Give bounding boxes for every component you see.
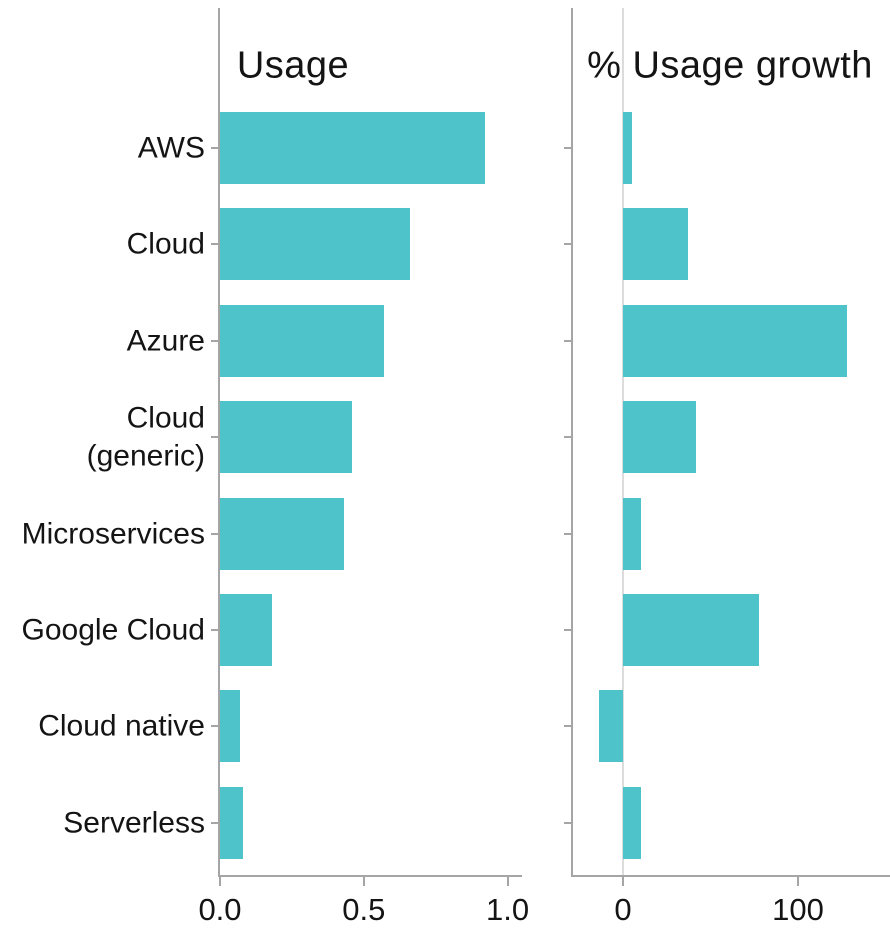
category-tick (564, 147, 572, 149)
bar--usage-growth-azure (623, 304, 847, 377)
x-axis-tick-label: 0.5 (342, 892, 386, 927)
x-axis-tick (622, 876, 625, 886)
x-axis-tick-label: 0 (614, 892, 632, 927)
bar--usage-growth-cloud (623, 208, 688, 281)
bar-usage-aws (220, 112, 485, 184)
x-axis-tick (362, 876, 365, 886)
bar-usage-cloud-native (220, 690, 241, 763)
category-label: Azure (126, 324, 205, 358)
bar-usage-azure (220, 304, 384, 377)
left-panel-y-axis-spine (218, 8, 220, 875)
category-tick (211, 725, 219, 728)
category-tick (564, 532, 572, 535)
x-axis-tick (506, 876, 509, 886)
category-tick (211, 147, 219, 149)
x-axis-tick (796, 876, 799, 886)
category-tick (211, 821, 219, 824)
category-label: Cloud (126, 227, 205, 261)
category-tick (564, 821, 572, 824)
bar--usage-growth-microservices (623, 497, 641, 570)
category-tick (564, 629, 572, 631)
right-panel-title: % Usage growth (587, 44, 873, 87)
category-tick (564, 725, 572, 728)
category-tick (564, 243, 572, 246)
category-label: Microservices (21, 516, 205, 550)
category-label: Cloud (generic) (86, 401, 205, 473)
category-tick (211, 629, 219, 631)
bar-usage-google-cloud (220, 594, 272, 666)
right-panel-zero-gridline (622, 8, 624, 875)
x-axis-tick-label: 1.0 (486, 892, 530, 927)
bar-usage-cloud (220, 208, 410, 281)
category-tick (564, 436, 572, 439)
bar--usage-growth-google-cloud (623, 594, 760, 666)
category-tick (211, 243, 219, 246)
category-label: Cloud native (38, 709, 205, 743)
right-panel-x-axis-line (571, 875, 890, 877)
left-panel-title: Usage (236, 44, 350, 87)
right-panel-y-axis-spine (571, 8, 573, 875)
category-tick (564, 339, 572, 342)
bar-usage-cloud-generic- (220, 401, 353, 474)
bar--usage-growth-serverless (623, 786, 641, 859)
bar-usage-serverless (220, 786, 243, 859)
left-panel-x-axis-line (218, 875, 522, 877)
bar--usage-growth-cloud-generic- (623, 401, 697, 474)
bar--usage-growth-cloud-native (598, 690, 624, 763)
category-tick (211, 339, 219, 342)
x-axis-tick-label: 0.0 (198, 892, 242, 927)
category-label: AWS (137, 131, 205, 165)
bar-usage-microservices (220, 497, 344, 570)
category-label: Google Cloud (21, 613, 205, 647)
x-axis-tick (219, 876, 221, 886)
category-label: Serverless (63, 806, 205, 840)
category-tick (211, 436, 219, 439)
bar--usage-growth-aws (623, 112, 632, 184)
x-axis-tick-label: 100 (772, 892, 824, 927)
category-tick (211, 532, 219, 535)
